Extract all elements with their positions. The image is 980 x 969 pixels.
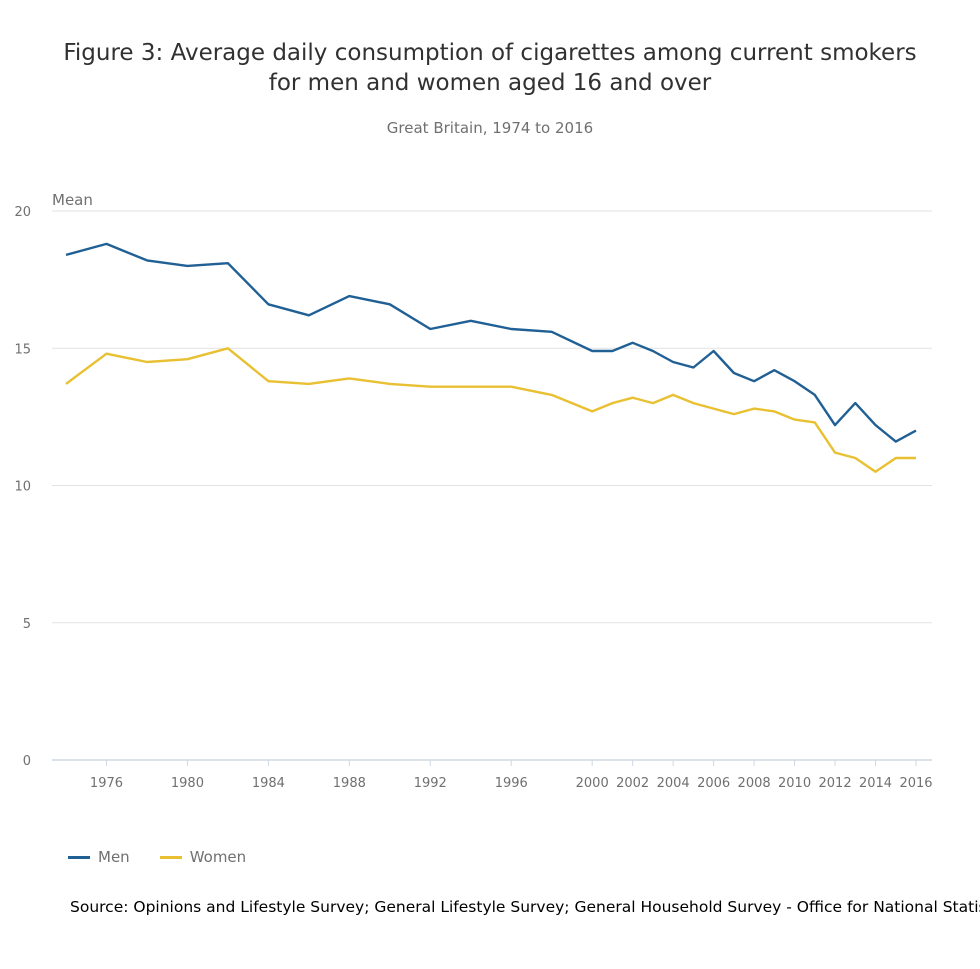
chart-subtitle: Great Britain, 1974 to 2016 xyxy=(386,119,594,137)
legend: Men Women xyxy=(68,848,276,866)
x-tick-label: 2014 xyxy=(859,776,892,791)
y-axis-label: Mean xyxy=(52,191,93,209)
x-axis-ticks: 1976 1980 1984 1988 1992 1996 2000 2002 2004 2006… xyxy=(90,760,933,791)
y-tick-label: 20 xyxy=(14,205,31,220)
x-tick-label: 1976 xyxy=(90,776,123,791)
y-tick-label: 15 xyxy=(14,342,31,357)
chart-title: Figure 3: Average daily consumption of c… xyxy=(0,38,980,98)
legend-swatch-men xyxy=(68,855,90,859)
series-lines xyxy=(65,242,917,473)
y-axis-ticks: 0 5 10 15 20 xyxy=(14,205,31,769)
x-tick-label: 2000 xyxy=(576,776,609,791)
x-tick-label: 1992 xyxy=(414,776,447,791)
x-tick-label: 1984 xyxy=(252,776,285,791)
chart-title-line-1: Figure 3: Average daily consumption of c… xyxy=(63,40,917,66)
legend-item-men[interactable]: Men xyxy=(68,848,130,866)
legend-item-women[interactable]: Women xyxy=(159,848,247,866)
y-tick-label: 10 xyxy=(14,480,31,495)
series-line-women[interactable] xyxy=(65,347,916,473)
legend-label-women: Women xyxy=(189,848,247,866)
source-note: Source: Opinions and Lifestyle Survey; G… xyxy=(70,898,980,916)
x-tick-label: 1980 xyxy=(171,776,204,791)
y-tick-label: 0 xyxy=(23,754,31,769)
x-tick-label: 2012 xyxy=(819,776,852,791)
y-tick-label: 5 xyxy=(23,617,31,632)
legend-label-men: Men xyxy=(98,848,130,866)
x-tick-label: 2004 xyxy=(657,776,690,791)
x-tick-label: 2006 xyxy=(697,776,730,791)
gridlines xyxy=(52,210,932,761)
series-line-men[interactable] xyxy=(65,242,917,443)
legend-swatch-women xyxy=(159,855,182,859)
x-tick-label: 1996 xyxy=(495,776,528,791)
x-tick-label: 2010 xyxy=(778,776,811,791)
x-tick-label: 2008 xyxy=(738,776,771,791)
x-tick-label: 2016 xyxy=(899,776,932,791)
x-tick-label: 2002 xyxy=(616,776,649,791)
chart-title-line-2: for men and women aged 16 and over xyxy=(268,70,712,96)
x-tick-label: 1988 xyxy=(333,776,366,791)
